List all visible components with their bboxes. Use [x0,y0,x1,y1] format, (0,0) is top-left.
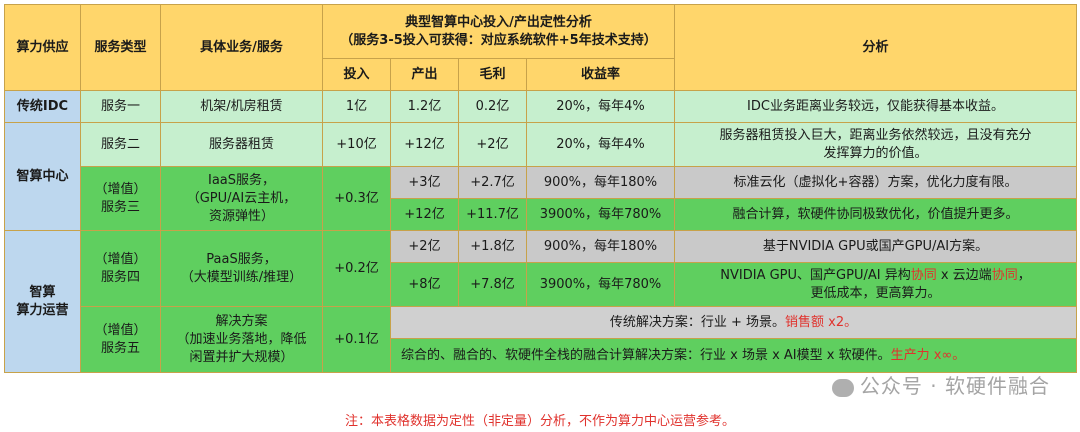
yield-3b: 3900%，每年780% [526,198,675,231]
solution-5b-red: 生产力 x∞。 [890,347,966,363]
yield-3a: 900%，每年180% [526,166,675,199]
header-business: 具体业务/服务 [160,4,323,91]
service-2: 服务二 [80,122,161,167]
table-row: +12亿 +11.7亿 3900%，每年780% 融合计算，软硬件协同极致优化，… [5,198,1077,231]
margin-3b: +11.7亿 [458,198,527,231]
business-3: IaaS服务， （GPU/AI云主机， 资源弹性） [160,166,323,231]
service-4-line1: （增值） [94,251,147,267]
table-row: 智算中心 服务二 服务器租赁 +10亿 +12亿 +2亿 20%，每年4% 服务… [4,122,1077,231]
solution-5b: 综合的、融合的、软硬件全栈的融合计算解决方案：行业 x 场景 x AI模型 x … [390,338,1077,373]
header-invest: 投入 [322,58,391,91]
service-3-line2: 服务三 [100,199,140,215]
service-5-line2: 服务五 [100,340,140,356]
analysis-4b-text-c: x 云边端 [936,267,992,283]
yield-4a: 900%，每年180% [526,230,675,263]
analysis-4b-line1: NVIDIA GPU、国产GPU/AI 异构协同 x 云边端协同， [679,267,1072,285]
wechat-icon [831,378,854,397]
output-4a: +2亿 [390,230,459,263]
header-output: 产出 [390,58,459,91]
business-3-line2: （GPU/AI云主机， [186,190,297,206]
analysis-4a: 基于NVIDIA GPU或国产GPU/AI方案。 [674,230,1077,263]
margin-4a: +1.8亿 [458,230,527,263]
header-yield: 收益率 [526,58,675,91]
yield-1: 20%，每年4% [526,90,675,123]
header-supply: 算力供应 [4,4,81,91]
business-5-line2: （加速业务落地，降低 [176,331,307,347]
analysis-table: 算力供应 服务类型 具体业务/服务 典型智算中心投入/产出定性分析 （服务3-5… [4,4,1077,373]
service-4: （增值） 服务四 [80,230,161,307]
group-title-line2: （服务3-5投入可获得：对应系统软件+5年技术支持） [340,32,657,48]
yield-4b: 3900%，每年780% [526,262,675,307]
solution-5b-text: 综合的、融合的、软硬件全栈的融合计算解决方案：行业 x 场景 x AI模型 x … [401,347,891,363]
watermark-text: 公众号 · 软硬件融合 [859,374,1050,398]
table-row: （增值） 服务三 IaaS服务， （GPU/AI云主机， 资源弹性） +0.3亿… [5,166,1077,231]
service-3-line1: （增值） [94,181,147,197]
invest-5: +0.1亿 [322,306,391,373]
analysis-2-line2: 发挥算力的价值。 [823,145,928,161]
analysis-4b-text-e: ， [1017,267,1031,283]
solution-5a-text: 传统解决方案：行业 + 场景。 [609,314,786,330]
analysis-2-line1: 服务器租赁投入巨大，距离业务依然较远，且没有充分 [719,127,1032,143]
yield-2: 20%，每年4% [526,122,675,167]
table-row: 综合的、融合的、软硬件全栈的融合计算解决方案：行业 x 场景 x AI模型 x … [5,338,1077,373]
business-1: 机架/机房租赁 [160,90,323,123]
output-3a: +3亿 [390,166,459,199]
footnote: 注：本表格数据为定性（非定量）分析，不作为算力中心运营参考。 [344,414,735,429]
business-3-line1: IaaS服务， [207,172,276,188]
invest-2: +10亿 [322,122,391,167]
business-3-line3: 资源弹性） [208,208,274,224]
margin-2: +2亿 [458,122,527,167]
analysis-3a: 标准云化（虚拟化+容器）方案，优化力度有限。 [674,166,1077,199]
analysis-4b-text-a: NVIDIA GPU、国产GPU/AI 异构 [720,267,911,283]
business-5-line1: 解决方案 [215,313,268,329]
header-service-type: 服务类型 [80,4,161,91]
service-1: 服务一 [80,90,161,123]
business-4-line2: （大模型训练/推理） [180,269,303,285]
watermark: 公众号 · 软硬件融合 [831,370,1050,399]
solution-5a-red: 销售额 x2。 [785,314,858,330]
header-analysis: 分析 [674,4,1077,91]
table-row: （增值） 服务五 解决方案 （加速业务落地，降低 闲置并扩大规模） +0.1亿 … [5,306,1077,373]
header-margin: 毛利 [458,58,527,91]
table-row: 传统IDC 服务一 机架/机房租赁 1亿 1.2亿 0.2亿 20%，每年4% … [4,90,1077,123]
service-5-line1: （增值） [94,322,147,338]
header-group-title: 典型智算中心投入/产出定性分析 （服务3-5投入可获得：对应系统软件+5年技术支… [322,4,675,59]
output-2: +12亿 [390,122,459,167]
analysis-4b-line2: 更低成本，更高算力。 [810,285,941,301]
margin-3a: +2.7亿 [458,166,527,199]
analysis-2: 服务器租赁投入巨大，距离业务依然较远，且没有充分 发挥算力的价值。 [674,122,1077,167]
service-5: （增值） 服务五 [80,306,161,373]
margin-4b: +7.8亿 [458,262,527,307]
output-3b: +12亿 [390,198,459,231]
table-row: +8亿 +7.8亿 3900%，每年780% NVIDIA GPU、国产GPU/… [5,262,1077,307]
business-4-line1: PaaS服务， [206,251,277,267]
supply-yunying-line1: 智算 [29,284,56,300]
analysis-4b-red-2: 协同 [991,267,1018,283]
output-4b: +8亿 [390,262,459,307]
supply-yunying: 智算 算力运营 [4,230,81,373]
supply-idc: 传统IDC [4,90,81,123]
analysis-1: IDC业务距离业务较远，仅能获得基本收益。 [674,90,1077,123]
business-2: 服务器租赁 [160,122,323,167]
service-3: （增值） 服务三 [80,166,161,231]
group-title-line1: 典型智算中心投入/产出定性分析 [405,14,592,30]
invest-1: 1亿 [322,90,391,123]
service-4-line2: 服务四 [100,269,140,285]
business-5-line3: 闲置并扩大规模） [189,349,294,365]
table-row: 智算 算力运营 （增值） 服务四 PaaS服务， （大模型训练/推理） +0.2… [4,230,1077,373]
invest-4: +0.2亿 [322,230,391,307]
business-5: 解决方案 （加速业务落地，降低 闲置并扩大规模） [160,306,323,373]
analysis-3b: 融合计算，软硬件协同极致优化，价值提升更多。 [674,198,1077,231]
solution-5a: 传统解决方案：行业 + 场景。销售额 x2。 [390,306,1077,339]
analysis-4b-red-1: 协同 [910,267,937,283]
analysis-4b: NVIDIA GPU、国产GPU/AI 异构协同 x 云边端协同， 更低成本，更… [674,262,1077,307]
invest-3: +0.3亿 [322,166,391,231]
output-1: 1.2亿 [390,90,459,123]
margin-1: 0.2亿 [458,90,527,123]
business-4: PaaS服务， （大模型训练/推理） [160,230,323,307]
supply-zhisuan: 智算中心 [4,122,81,231]
supply-yunying-line2: 算力运营 [16,302,69,318]
